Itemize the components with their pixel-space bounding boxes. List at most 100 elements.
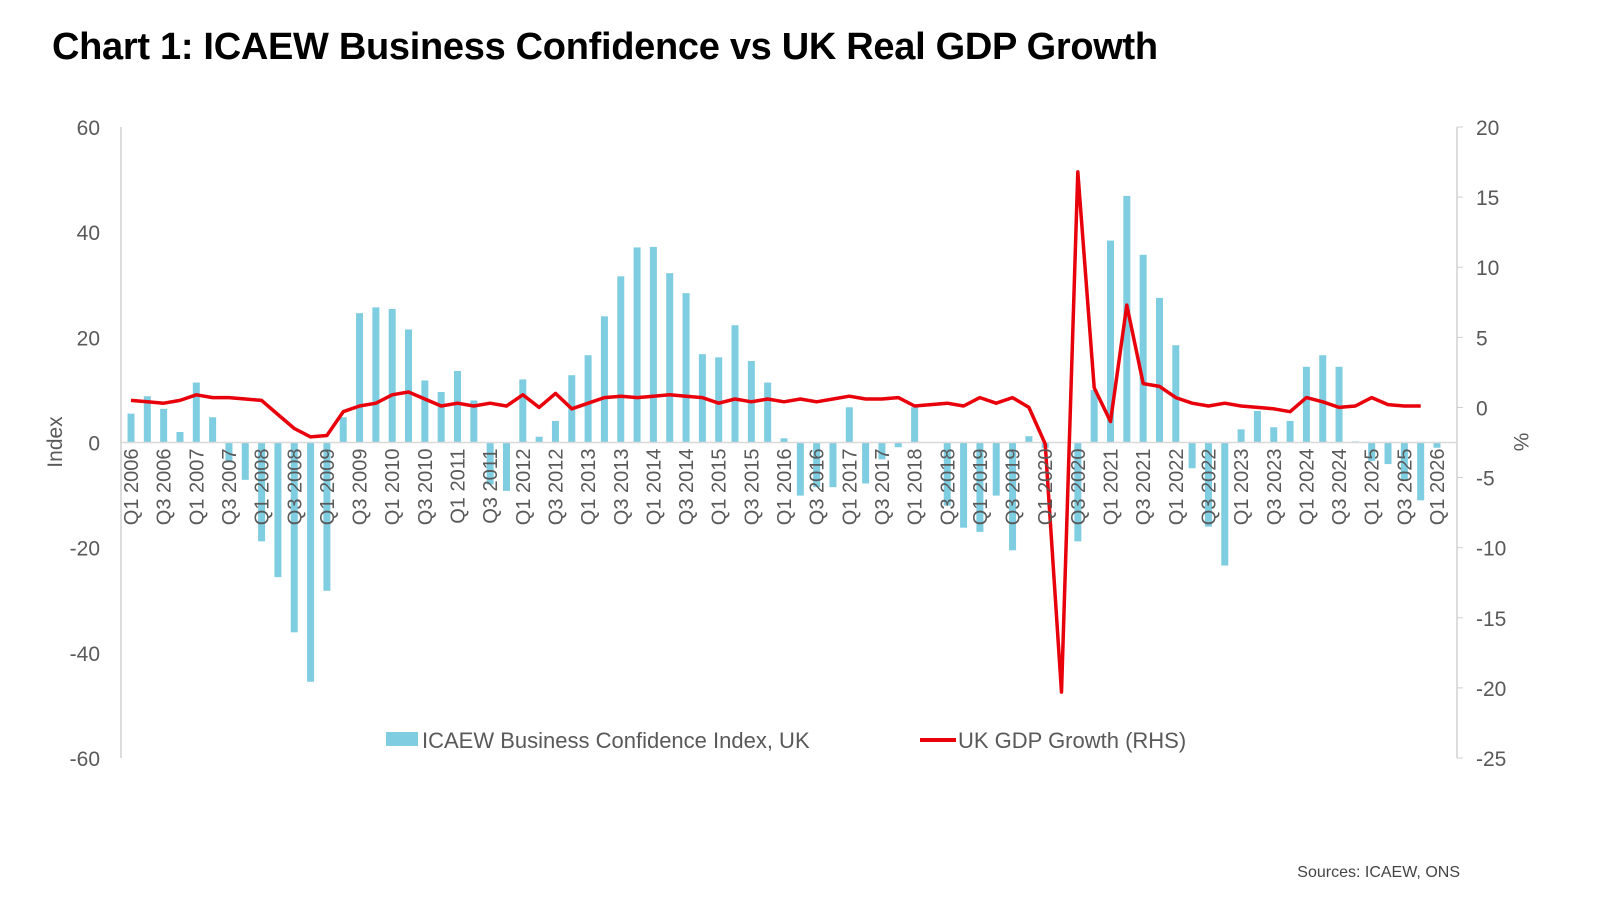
left-tick-label: 60 <box>77 117 100 140</box>
x-tick-label: Q3 2007 <box>219 449 241 526</box>
x-tick-label: Q1 2024 <box>1296 449 1318 526</box>
left-tick-label: 40 <box>77 222 100 245</box>
right-tick-label: 20 <box>1476 117 1499 140</box>
x-tick-label: Q1 2019 <box>970 449 992 526</box>
x-tick-label: Q3 2012 <box>545 449 567 526</box>
left-tick-label: -40 <box>70 643 100 666</box>
x-tick-label: Q3 2015 <box>741 449 763 526</box>
bar <box>1302 366 1310 443</box>
chart-title: Chart 1: ICAEW Business Confidence vs UK… <box>52 26 1158 68</box>
bar <box>1368 442 1376 461</box>
bar <box>862 442 870 484</box>
bar <box>323 442 331 591</box>
x-tick-label: Q3 2024 <box>1329 449 1351 526</box>
bar <box>600 316 608 443</box>
right-tick-label: -15 <box>1476 608 1506 631</box>
x-tick-label: Q1 2015 <box>709 449 731 526</box>
bar <box>372 307 380 443</box>
bar <box>1025 436 1033 443</box>
x-tick-label: Q3 2011 <box>480 449 502 524</box>
bar <box>143 396 151 443</box>
bar <box>454 370 461 443</box>
bar <box>666 273 674 443</box>
x-tick-label: Q3 2021 <box>1133 449 1155 526</box>
x-tick-label: Q1 2026 <box>1427 449 1449 526</box>
x-tick-label: Q3 2017 <box>872 449 894 526</box>
bar <box>502 442 510 491</box>
left-tick-label: -60 <box>70 748 100 771</box>
x-tick-label: Q1 2007 <box>186 449 208 526</box>
x-tick-label: Q1 2021 <box>1101 449 1123 526</box>
x-tick-label: Q3 2020 <box>1068 449 1090 526</box>
left-tick-label: 0 <box>88 433 100 456</box>
bar <box>1123 195 1131 443</box>
bar <box>829 442 837 488</box>
x-tick-label: Q1 2009 <box>317 449 339 526</box>
bar <box>682 293 690 443</box>
bar <box>911 407 919 443</box>
right-tick-label: -5 <box>1476 468 1495 491</box>
x-tick-label: Q3 2014 <box>676 449 698 526</box>
bar <box>1286 420 1294 443</box>
x-tick-label: Q3 2025 <box>1394 449 1416 526</box>
bar <box>470 400 478 443</box>
bar <box>617 276 625 443</box>
x-tick-label: Q1 2025 <box>1362 449 1384 526</box>
bar <box>1090 389 1098 443</box>
right-tick-label: 0 <box>1476 397 1488 420</box>
gdp-growth-line <box>130 170 1421 694</box>
bar <box>1400 442 1408 481</box>
bar <box>845 407 853 443</box>
x-tick-label: Q3 2009 <box>350 449 372 526</box>
x-tick-label: Q3 2022 <box>1198 449 1220 526</box>
bar <box>209 417 217 443</box>
legend-label-bars: ICAEW Business Confidence Index, UK <box>422 728 810 753</box>
x-tick-label: Q3 2008 <box>284 449 306 526</box>
x-tick-label: Q1 2018 <box>905 449 927 526</box>
right-tick-label: 5 <box>1476 327 1488 350</box>
bar <box>633 247 641 443</box>
bar <box>1139 254 1147 443</box>
bar <box>1335 366 1343 443</box>
bar-series <box>127 195 1441 682</box>
bar <box>551 420 559 443</box>
legend: ICAEW Business Confidence Index, UK UK G… <box>386 728 1186 753</box>
x-tick-label: Q3 2023 <box>1264 449 1286 526</box>
left-tick-label: 20 <box>77 327 100 350</box>
x-tick-label: Q1 2023 <box>1231 449 1253 526</box>
bar <box>992 442 1000 496</box>
x-tick-label: Q1 2013 <box>578 449 600 526</box>
bar <box>290 442 298 633</box>
bar <box>960 442 968 528</box>
x-tick-label: Q1 2010 <box>382 449 404 526</box>
x-tick-label: Q3 2019 <box>1003 449 1025 526</box>
bar <box>176 431 184 443</box>
bar <box>976 442 984 532</box>
x-tick-label: Q3 2006 <box>154 449 176 526</box>
bar <box>1384 442 1392 465</box>
x-tick-label: Q1 2011 <box>448 449 470 524</box>
bar <box>192 382 200 443</box>
bar <box>1221 442 1229 566</box>
bar <box>388 308 396 443</box>
bar <box>339 417 347 443</box>
bar <box>796 442 804 496</box>
bar <box>1253 410 1261 443</box>
bar <box>943 442 951 506</box>
x-tick-label: Q1 2014 <box>643 449 665 526</box>
bar <box>1417 442 1425 501</box>
bar <box>274 442 282 578</box>
bar <box>894 442 902 448</box>
x-tick-label: Q3 2016 <box>807 449 829 526</box>
bar <box>127 413 135 443</box>
bar <box>1188 442 1196 469</box>
bar <box>780 438 788 443</box>
bar <box>731 325 739 443</box>
right-axis-title: % <box>1509 433 1532 452</box>
bar <box>1433 442 1441 448</box>
axes: 60 40 20 0 -20 -40 -60 20 15 10 5 0 -5 -10 -15 -20 -25 <box>70 117 1507 771</box>
bar <box>486 442 494 485</box>
right-tick-label: -20 <box>1476 678 1506 701</box>
bar <box>356 313 364 443</box>
bar <box>1107 240 1114 443</box>
